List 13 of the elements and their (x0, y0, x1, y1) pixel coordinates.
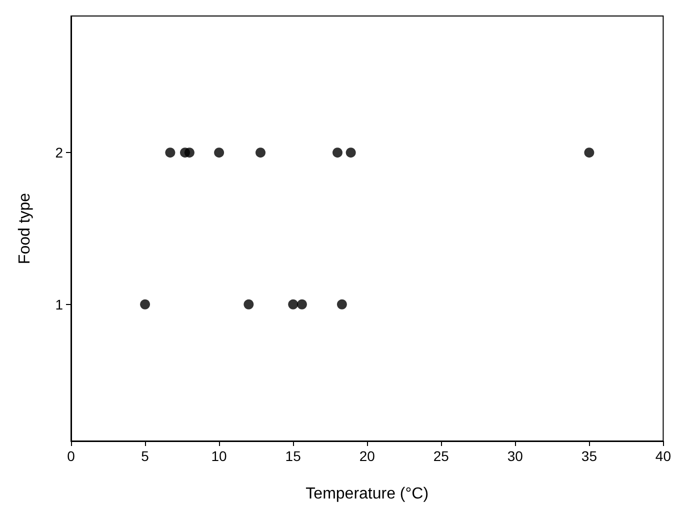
x-tick-label: 15 (285, 448, 302, 464)
x-tick-label: 5 (141, 448, 150, 464)
x-tick-label: 20 (359, 448, 376, 464)
x-axis-title: Temperature (°C) (306, 486, 429, 502)
x-tick-label: 30 (507, 448, 524, 464)
x-tick-label: 25 (433, 448, 450, 464)
y-tick-label: 2 (55, 144, 64, 161)
x-tick-label: 40 (655, 448, 672, 464)
x-tick-label: 10 (211, 448, 228, 464)
y-axis-title: Food type (16, 192, 34, 264)
x-tick-label: 35 (581, 448, 598, 464)
y-tick-label: 1 (55, 296, 64, 312)
x-tick-label: 0 (67, 448, 76, 464)
